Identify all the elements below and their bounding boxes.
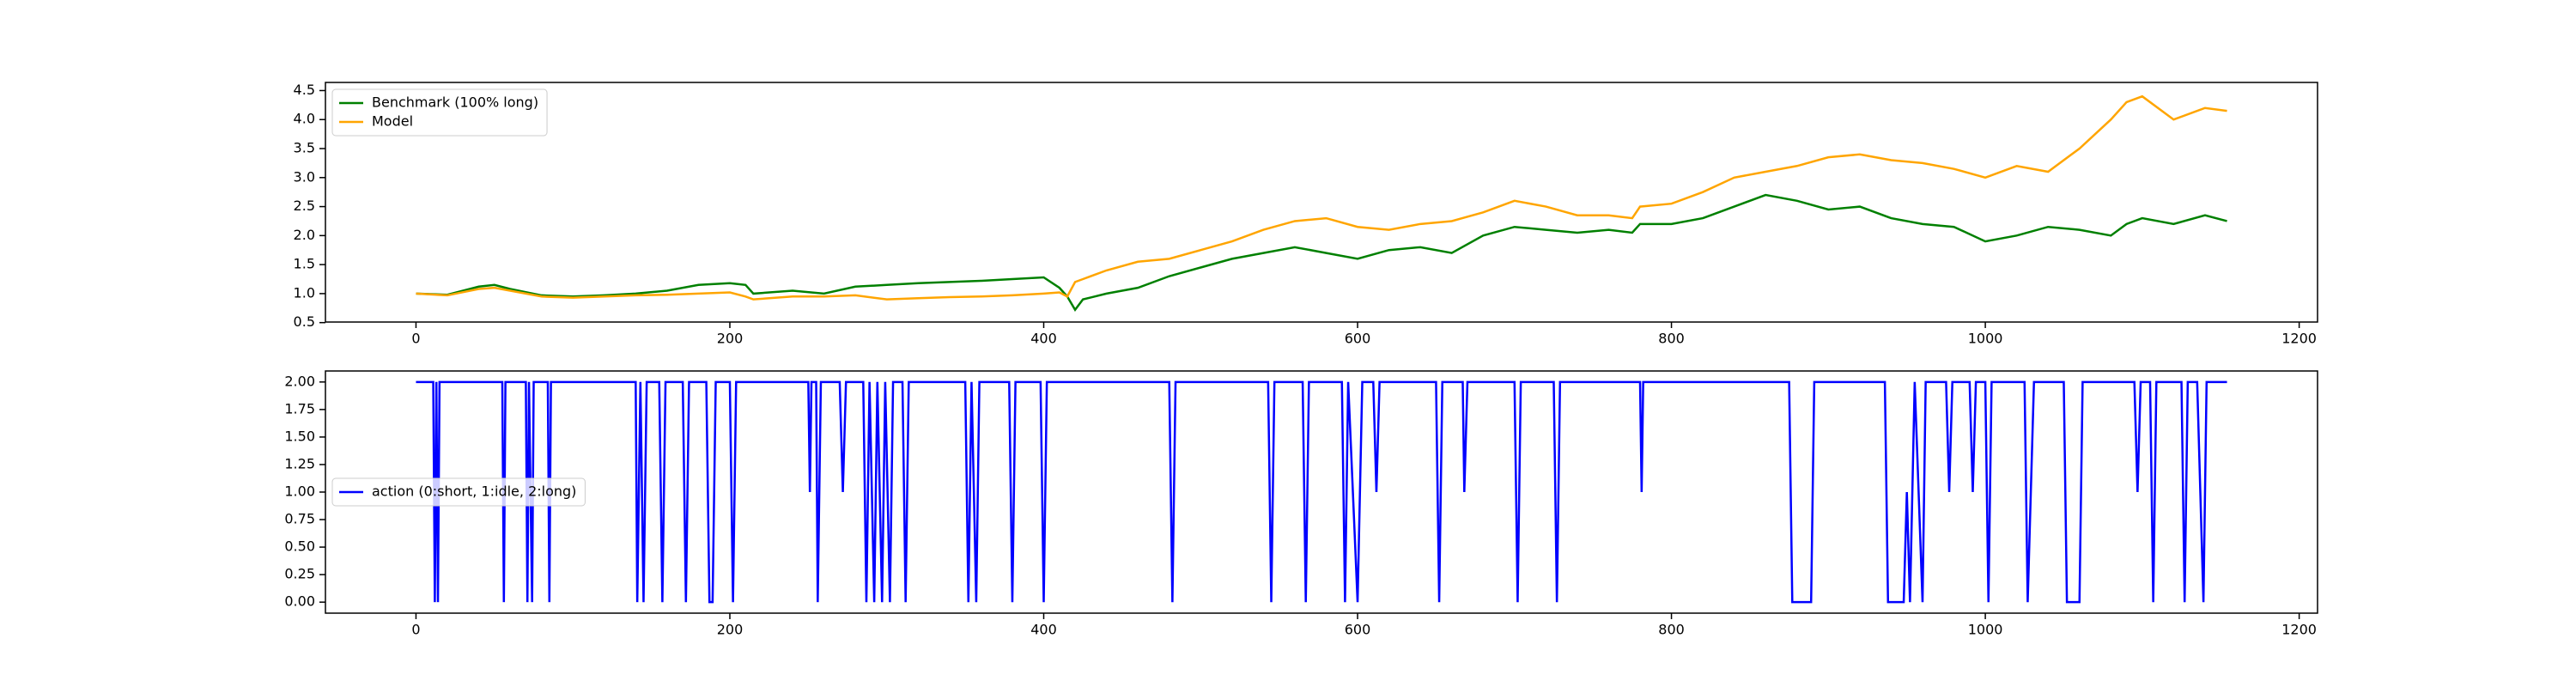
y-tick-label: 0.25: [284, 566, 315, 582]
legend-frame: [331, 477, 586, 507]
y-tick-label: 1.00: [284, 483, 315, 500]
axes: 0 200 400 600 800 1000 1200 0.5 1.0 1.5 2.0 2.5 3.0 3…: [294, 82, 2318, 347]
legend-label: action (0:short, 1:idle, 2:long): [372, 483, 576, 500]
y-tick-label: 0.50: [284, 538, 315, 555]
y-tick-label: 2.0: [294, 227, 315, 243]
axes-frame: [325, 370, 2318, 614]
x-tick-label: 800: [1658, 331, 1685, 347]
x-tick-label: 600: [1345, 622, 1371, 638]
y-tick-label: 2.00: [284, 373, 315, 389]
x-tick-label: 1000: [1968, 331, 2003, 347]
y-tick-label: 3.5: [294, 140, 315, 156]
series-line: [416, 193, 2227, 313]
axes: 0 200 400 600 800 1000 1200 0.00 0.25 0.50 0.75 1.0…: [284, 370, 2318, 638]
y-tick-label: 4.0: [294, 111, 315, 127]
y-tick-label: 3.0: [294, 168, 315, 185]
x-tick-label: 1200: [2281, 331, 2317, 347]
y-tick-label: 1.50: [284, 428, 315, 444]
x-tick-label: 200: [717, 331, 744, 347]
series-line: [416, 94, 2227, 301]
legend-label: Model: [372, 113, 413, 130]
axes-frame: [325, 82, 2318, 323]
x-tick-label: 0: [411, 622, 420, 638]
x-tick-label: 1000: [1968, 622, 2003, 638]
y-tick-label: 1.0: [294, 284, 315, 301]
plot-area: [416, 380, 2227, 604]
series-line: [416, 380, 2227, 604]
x-tick-label: 1200: [2281, 622, 2317, 638]
y-tick-label: 4.5: [294, 82, 315, 98]
legend-label: Benchmark (100% long): [372, 94, 538, 111]
y-tick-label: 1.25: [284, 455, 315, 471]
y-tick-label: 0.00: [284, 593, 315, 610]
legend: action (0:short, 1:idle, 2:long): [331, 477, 586, 507]
legend-frame: [331, 88, 548, 137]
x-tick-label: 0: [411, 331, 420, 347]
x-tick-label: 400: [1030, 331, 1057, 347]
y-tick-label: 0.75: [284, 511, 315, 527]
x-tick-label: 800: [1658, 622, 1685, 638]
y-tick-label: 1.5: [294, 256, 315, 272]
x-tick-label: 200: [717, 622, 744, 638]
x-tick-label: 400: [1030, 622, 1057, 638]
x-tick-label: 600: [1345, 331, 1371, 347]
plot-area: [416, 94, 2227, 313]
y-tick-label: 2.5: [294, 198, 315, 214]
y-tick-label: 1.75: [284, 400, 315, 416]
legend: Benchmark (100% long) Model: [331, 88, 548, 137]
y-tick-label: 0.5: [294, 313, 315, 330]
